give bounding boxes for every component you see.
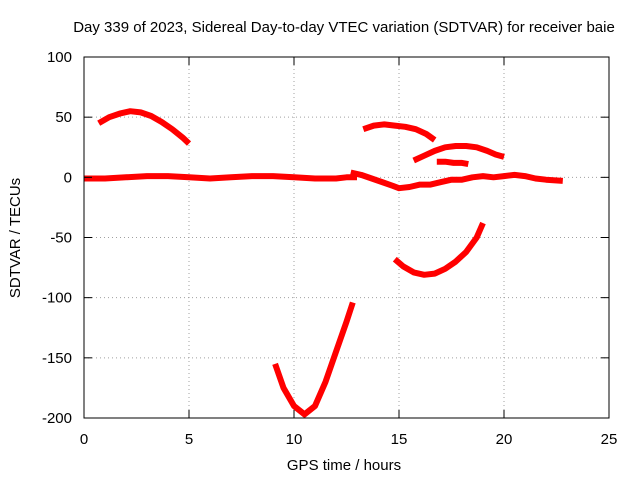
plot-frame (83, 56, 610, 419)
series-arc2 (84, 173, 357, 182)
y-tick-label: 50 (55, 109, 72, 126)
x-axis-label: GPS time / hours (287, 457, 401, 474)
data-series (84, 108, 564, 418)
series-arc4 (362, 121, 437, 143)
y-tick-label: -150 (42, 350, 72, 367)
series-arc8 (272, 301, 356, 418)
y-tick-label: -100 (42, 290, 72, 307)
x-tick-label: 10 (286, 431, 303, 448)
y-tick-label: -50 (50, 230, 72, 247)
grid (84, 57, 609, 418)
series-arc7 (392, 221, 486, 278)
series-arc1 (97, 108, 192, 146)
chart-title: Day 339 of 2023, Sidereal Day-to-day VTE… (73, 19, 615, 36)
y-axis-label: SDTVAR / TECUs (7, 178, 24, 298)
series-arc3 (350, 169, 564, 192)
x-tick-label: 15 (391, 431, 408, 448)
y-tick-label: 100 (47, 49, 72, 66)
x-tick-label: 25 (601, 431, 618, 448)
y-tick-label: 0 (64, 169, 72, 186)
x-tick-label: 0 (80, 431, 88, 448)
y-tick-label: -200 (42, 410, 72, 427)
series-arc6 (436, 158, 469, 168)
axis-ticks: 0 5 10 15 20 25 100 50 0 -50 -100 -150 -200 (42, 49, 617, 448)
series-arc5 (412, 143, 505, 164)
x-tick-label: 20 (496, 431, 513, 448)
x-tick-label: 5 (185, 431, 193, 448)
